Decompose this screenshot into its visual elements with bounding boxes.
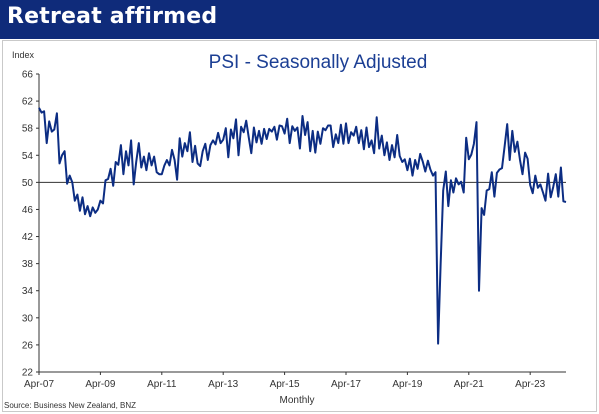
y-tick-label: 34 [22, 286, 34, 297]
y-axis-label: Index [12, 50, 35, 60]
y-tick-label: 58 [22, 124, 34, 135]
y-tick-label: 42 [22, 232, 34, 243]
slide-title: Retreat affirmed [7, 4, 218, 29]
x-tick-label: Apr-09 [85, 379, 115, 390]
title-banner: Retreat affirmed [0, 0, 599, 39]
chart-frame [2, 40, 597, 412]
y-tick-label: 22 [22, 368, 34, 379]
y-tick-label: 66 [22, 70, 34, 81]
y-axis: 22 26 30 34 38 42 46 50 54 58 62 66 [22, 70, 40, 379]
series-group [38, 107, 567, 345]
x-tick-label: Apr-21 [454, 379, 484, 390]
x-tick-label: Apr-17 [331, 379, 361, 390]
x-tick-label: Apr-13 [208, 379, 238, 390]
y-tick-label: 30 [22, 313, 34, 324]
source-note: Source: Business New Zealand, BNZ [4, 401, 137, 410]
x-tick-label: Apr-07 [24, 379, 54, 390]
x-tick-label: Apr-19 [392, 379, 422, 390]
x-axis-label: Monthly [279, 395, 314, 406]
x-tick-label: Apr-15 [270, 379, 300, 390]
x-axis: Apr-07 Apr-09 Apr-11 Apr-13 Apr-15 Apr-17 Apr-… [24, 371, 566, 390]
y-tick-label: 54 [22, 151, 34, 162]
psi-series-line [38, 107, 567, 345]
y-tick-label: 46 [22, 205, 34, 216]
chart-title: PSI - Seasonally Adjusted [209, 52, 428, 73]
y-tick-label: 62 [22, 97, 34, 108]
y-tick-label: 38 [22, 259, 34, 270]
x-tick-label: Apr-23 [515, 379, 545, 390]
y-tick-label: 50 [22, 178, 34, 189]
y-tick-label: 26 [22, 340, 34, 351]
x-tick-label: Apr-11 [147, 379, 177, 390]
